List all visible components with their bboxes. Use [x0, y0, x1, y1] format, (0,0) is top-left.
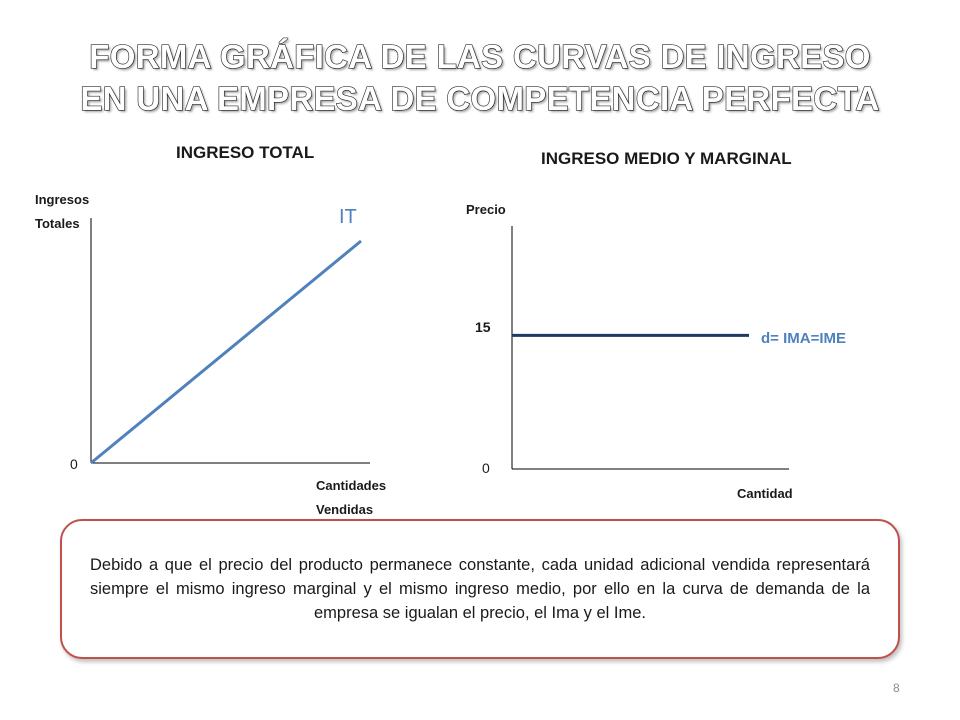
chart1-xlabel-line-1: Cantidades: [316, 478, 387, 493]
chart2-title: INGRESO MEDIO Y MARGINAL: [541, 149, 792, 168]
chart1-xlabel: Cantidades Vendidas: [316, 474, 386, 522]
chart1-series-label: IT: [339, 206, 357, 228]
chart1-ylabel-line-2: Totales: [35, 216, 80, 231]
chart1-xlabel-line-2: Vendidas: [316, 502, 374, 517]
slide-title-line-2: EN UNA EMPRESA DE COMPETENCIA PERFECTA: [80, 79, 880, 117]
chart1-ylabel: Ingresos Totales: [35, 188, 89, 236]
slide-title: FORMA GRÁFICA DE LAS CURVAS DE INGRESO E…: [0, 36, 960, 120]
slide-title-line-1: FORMA GRÁFICA DE LAS CURVAS DE INGRESO: [89, 37, 871, 75]
chart2-series-label: d= IMA=IME: [761, 330, 847, 347]
chart2-origin-label: 0: [482, 460, 490, 476]
page-number: 8: [893, 681, 900, 695]
explanation-box: Debido a que el precio del producto perm…: [60, 519, 900, 659]
explanation-text: Debido a que el precio del producto perm…: [90, 556, 870, 622]
chart2-price-tick: 15: [475, 319, 491, 335]
chart2-xlabel: Cantidad: [737, 486, 793, 501]
chart1-origin-label: 0: [70, 456, 78, 472]
chart1-ylabel-line-1: Ingresos: [35, 192, 90, 207]
chart2-ylabel: Precio: [466, 202, 506, 217]
chart1-it-line: [90, 239, 362, 465]
chart1-title: INGRESO TOTAL: [176, 143, 315, 162]
